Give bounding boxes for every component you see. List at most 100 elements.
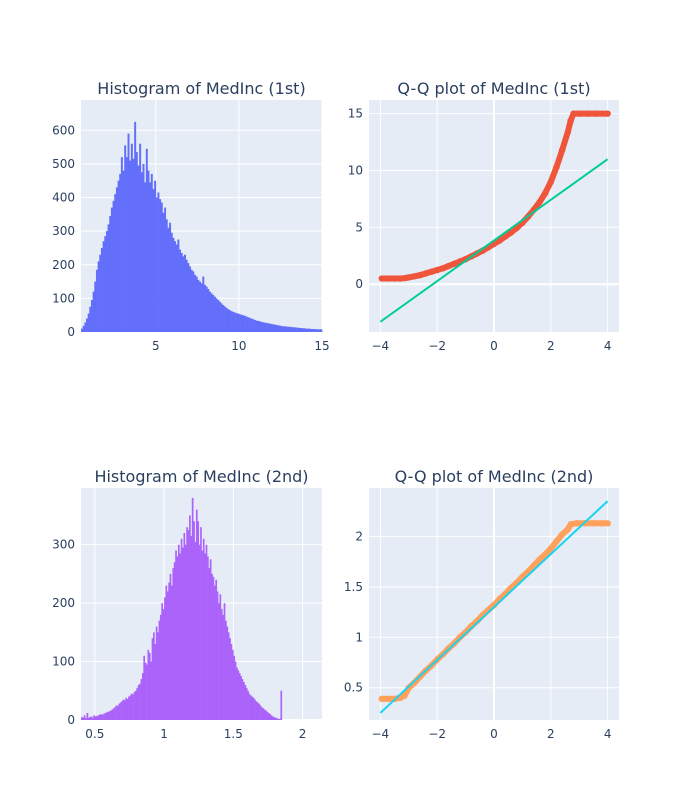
histogram-bar xyxy=(253,319,256,332)
histogram-bar xyxy=(277,718,280,720)
histogram-bar xyxy=(315,329,318,332)
histogram-bar xyxy=(154,180,157,332)
histogram-bar xyxy=(83,715,86,720)
subplot-3: 0.5 1 1.5 2 0 100 200 300 Histogram of MedInc (2… xyxy=(52,467,322,741)
histogram-bar xyxy=(112,200,115,332)
histogram-bar xyxy=(117,705,119,720)
x-tick-label: 0 xyxy=(490,339,498,353)
y-tick-label: 10 xyxy=(348,164,363,178)
histogram-bar xyxy=(308,328,311,332)
histogram-bar xyxy=(89,306,92,332)
histogram-bar xyxy=(215,579,218,720)
histogram-bar xyxy=(265,710,267,720)
histogram-bar xyxy=(218,301,221,332)
histogram-bar xyxy=(230,644,233,720)
histogram-bar xyxy=(95,269,98,332)
histogram-bar xyxy=(223,306,226,332)
histogram-bar xyxy=(165,219,168,332)
histogram-bar xyxy=(258,703,260,720)
histogram-bar xyxy=(130,143,133,332)
histogram-bar xyxy=(183,532,186,720)
histogram-bar xyxy=(109,216,112,332)
histogram-bar xyxy=(184,254,187,332)
histogram-bar xyxy=(195,276,198,332)
histogram-bar xyxy=(139,683,141,720)
subplot-title: Q-Q plot of MedInc (1st) xyxy=(397,79,590,98)
histogram-bar xyxy=(86,712,89,720)
x-tick-label: 10 xyxy=(231,339,246,353)
histogram-bar xyxy=(141,673,144,720)
histogram-bar xyxy=(128,696,130,720)
histogram-bar xyxy=(272,716,274,720)
histogram-bar xyxy=(148,652,151,720)
histogram-bar xyxy=(167,227,170,332)
histogram-bar xyxy=(143,655,146,720)
histogram-bar xyxy=(166,591,169,720)
histogram-bar xyxy=(288,326,291,332)
histogram-bar xyxy=(177,239,180,332)
histogram-bar xyxy=(92,717,94,720)
histogram-bar xyxy=(242,315,245,332)
y-tick-label: 2 xyxy=(355,529,363,543)
histogram-bar xyxy=(212,576,215,720)
histogram-bar xyxy=(187,530,190,720)
histogram-bar xyxy=(160,202,163,332)
histogram-bar xyxy=(179,553,182,720)
histogram-bar xyxy=(207,556,209,720)
histogram-bar xyxy=(267,323,270,332)
histogram-bar xyxy=(238,314,241,332)
histogram-bar xyxy=(297,327,300,332)
histogram-bar xyxy=(236,667,238,720)
x-tick-label: −2 xyxy=(428,727,446,741)
y-tick-label: 500 xyxy=(52,157,75,171)
histogram-bar xyxy=(204,553,206,720)
histogram-bar xyxy=(258,321,261,332)
histogram-bar xyxy=(180,252,183,332)
histogram-bar xyxy=(262,708,265,720)
histogram-bar xyxy=(276,718,278,720)
histogram-bar xyxy=(182,547,184,720)
histogram-bar xyxy=(187,263,190,332)
histogram-bar xyxy=(172,237,175,332)
histogram-bar xyxy=(287,326,290,332)
histogram-bar xyxy=(82,717,85,720)
histogram-bar xyxy=(182,256,185,332)
histogram-bar xyxy=(228,310,231,332)
histogram-bar xyxy=(152,189,155,332)
histogram-bar xyxy=(205,544,208,720)
histogram-bar xyxy=(107,711,110,720)
histogram-bar xyxy=(157,632,159,720)
histogram-bar xyxy=(268,323,271,332)
histogram-bar xyxy=(132,158,135,332)
histogram-bar xyxy=(230,311,233,332)
subplot-title: Histogram of MedInc (1st) xyxy=(97,79,305,98)
subplot-4: −4 −2 0 2 4 0.5 1 1.5 2 Q-Q plot of MedInc (2nd) xyxy=(344,467,619,741)
histogram-bar xyxy=(280,325,283,332)
histogram-bar xyxy=(99,714,101,720)
histogram-bar xyxy=(269,714,272,720)
subplot-title: Histogram of MedInc (2nd) xyxy=(94,467,308,486)
histogram-bar xyxy=(313,328,316,332)
y-tick-label: 1.5 xyxy=(344,580,363,594)
histogram-bar xyxy=(142,163,145,332)
histogram-bar xyxy=(263,709,266,720)
subplot-title: Q-Q plot of MedInc (2nd) xyxy=(395,467,594,486)
histogram-bar xyxy=(115,187,118,332)
histogram-bar xyxy=(118,703,121,720)
histogram-bar xyxy=(212,295,215,332)
histogram-bar xyxy=(280,690,283,720)
histogram-bar xyxy=(114,194,117,332)
histogram-bars xyxy=(81,497,283,720)
histogram-bar xyxy=(85,718,87,720)
histogram-bar xyxy=(235,313,238,332)
histogram-bar xyxy=(192,271,195,332)
y-tick-label: 1 xyxy=(355,630,363,644)
histogram-bar xyxy=(255,701,258,720)
histogram-bar xyxy=(240,676,242,720)
histogram-bar xyxy=(208,568,211,720)
histogram-bar xyxy=(176,556,179,720)
histogram-bar xyxy=(140,172,143,332)
histogram-bar xyxy=(165,585,168,720)
histogram-bar xyxy=(125,157,128,332)
histogram-bar xyxy=(199,281,201,332)
